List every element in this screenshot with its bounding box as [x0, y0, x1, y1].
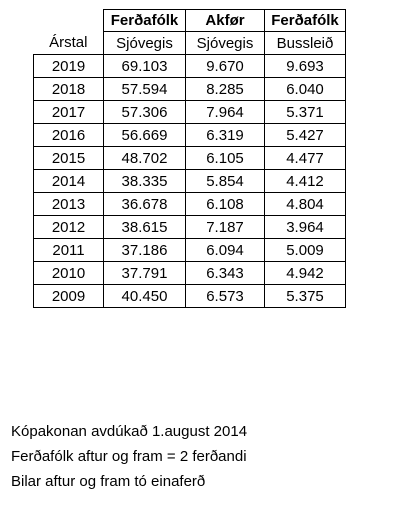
passengers-bus-cell: 3.964	[264, 215, 346, 239]
passengers-sea-cell: 38.615	[103, 215, 186, 239]
year-cell: 2010	[33, 261, 104, 285]
passengers-sea-cell: 57.306	[103, 100, 186, 124]
year-cell: 2012	[33, 215, 104, 239]
table-row: 2014 38.335 5.854 4.412	[33, 169, 346, 193]
year-cell: 2016	[33, 123, 104, 147]
passengers-bus-cell: 5.427	[264, 123, 346, 147]
header-sub-sea-2: Sjóvegis	[185, 31, 265, 55]
header-col-passengers-bus: Ferðafólk	[264, 9, 346, 32]
table-row: 2012 38.615 7.187 3.964	[33, 215, 346, 239]
header-sub-bus: Bussleið	[264, 31, 346, 55]
header-col-passengers-sea: Ferðafólk	[103, 9, 186, 32]
year-cell: 2009	[33, 284, 104, 308]
passengers-sea-cell: 56.669	[103, 123, 186, 147]
passengers-sea-cell: 37.186	[103, 238, 186, 262]
table-row: 2017 57.306 7.964 5.371	[33, 100, 346, 124]
table-row: 2009 40.450 6.573 5.375	[33, 284, 346, 308]
vehicles-sea-cell: 6.319	[185, 123, 265, 147]
passengers-bus-cell: 6.040	[264, 77, 346, 101]
header-sub-sea-1: Sjóvegis	[103, 31, 186, 55]
year-cell: 2019	[33, 54, 104, 78]
table-row: 2018 57.594 8.285 6.040	[33, 77, 346, 101]
vehicles-sea-cell: 6.343	[185, 261, 265, 285]
table-row: 2015 48.702 6.105 4.477	[33, 146, 346, 170]
passengers-bus-cell: 5.009	[264, 238, 346, 262]
footnote-line: Ferðafólk aftur og fram = 2 ferðandi	[11, 448, 247, 465]
table-row: 2019 69.103 9.670 9.693	[33, 54, 346, 78]
passengers-sea-cell: 48.702	[103, 146, 186, 170]
passengers-bus-cell: 4.942	[264, 261, 346, 285]
vehicles-sea-cell: 6.105	[185, 146, 265, 170]
header-year-label: Árstal	[33, 31, 104, 55]
year-cell: 2014	[33, 169, 104, 193]
data-table-wrapper: Ferðafólk Akfør Ferðafólk Árstal Sjóvegi…	[33, 9, 346, 308]
footnote-line: Bilar aftur og fram tó einaferð	[11, 473, 206, 490]
year-cell: 2013	[33, 192, 104, 216]
vehicles-sea-cell: 9.670	[185, 54, 265, 78]
table-row: 2010 37.791 6.343 4.942	[33, 261, 346, 285]
vehicles-sea-cell: 6.108	[185, 192, 265, 216]
passengers-bus-cell: 4.804	[264, 192, 346, 216]
vehicles-sea-cell: 8.285	[185, 77, 265, 101]
footnotes: Kópakonan avdúkað 1.august 2014 Ferðafól…	[11, 419, 247, 494]
header-corner	[33, 9, 104, 32]
passengers-sea-cell: 57.594	[103, 77, 186, 101]
passengers-bus-cell: 4.477	[264, 146, 346, 170]
table-row: 2011 37.186 6.094 5.009	[33, 238, 346, 262]
vehicles-sea-cell: 7.187	[185, 215, 265, 239]
passengers-sea-cell: 40.450	[103, 284, 186, 308]
passengers-sea-cell: 38.335	[103, 169, 186, 193]
year-cell: 2011	[33, 238, 104, 262]
passengers-bus-cell: 5.375	[264, 284, 346, 308]
header-col-vehicles-sea: Akfør	[185, 9, 265, 32]
vehicles-sea-cell: 6.573	[185, 284, 265, 308]
passengers-sea-cell: 36.678	[103, 192, 186, 216]
passengers-sea-cell: 69.103	[103, 54, 186, 78]
vehicles-sea-cell: 6.094	[185, 238, 265, 262]
passengers-bus-cell: 5.371	[264, 100, 346, 124]
table-row: 2013 36.678 6.108 4.804	[33, 192, 346, 216]
passengers-bus-cell: 9.693	[264, 54, 346, 78]
statistics-table: Ferðafólk Akfør Ferðafólk Árstal Sjóvegi…	[33, 9, 346, 308]
vehicles-sea-cell: 5.854	[185, 169, 265, 193]
passengers-sea-cell: 37.791	[103, 261, 186, 285]
year-cell: 2015	[33, 146, 104, 170]
header-row-1: Ferðafólk Akfør Ferðafólk	[33, 9, 346, 32]
header-row-2: Árstal Sjóvegis Sjóvegis Bussleið	[33, 31, 346, 55]
passengers-bus-cell: 4.412	[264, 169, 346, 193]
year-cell: 2018	[33, 77, 104, 101]
table-body: Ferðafólk Akfør Ferðafólk Árstal Sjóvegi…	[33, 9, 346, 308]
vehicles-sea-cell: 7.964	[185, 100, 265, 124]
year-cell: 2017	[33, 100, 104, 124]
table-row: 2016 56.669 6.319 5.427	[33, 123, 346, 147]
footnote-line: Kópakonan avdúkað 1.august 2014	[11, 423, 248, 440]
